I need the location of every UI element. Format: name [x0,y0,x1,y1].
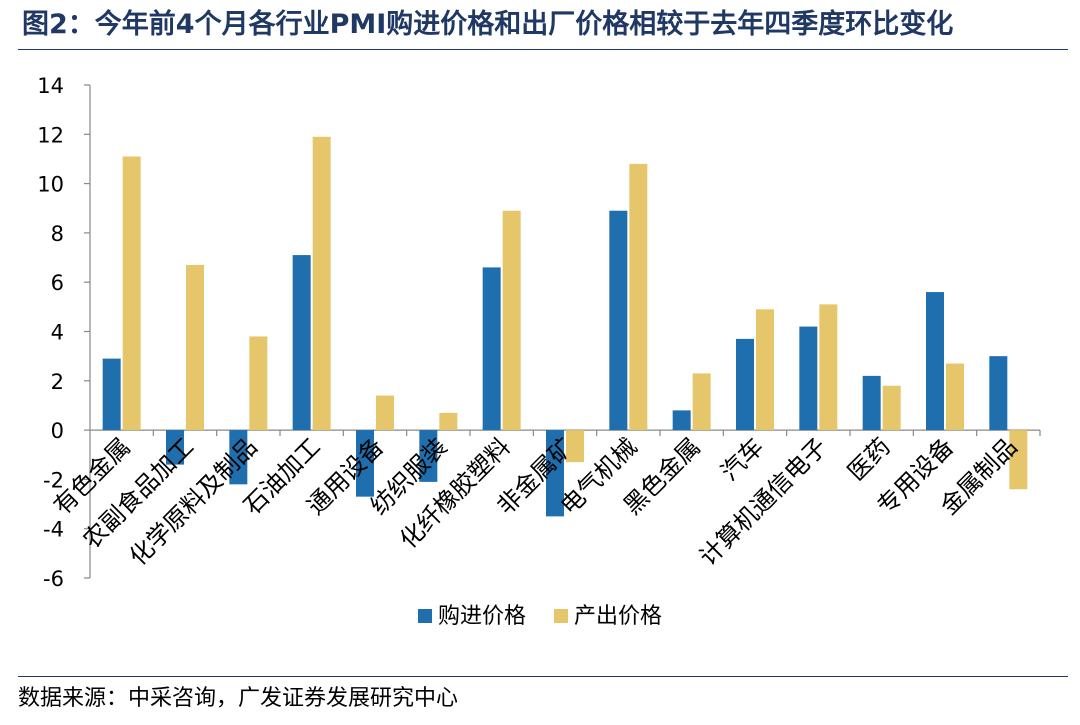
bar-chart: 14 12 10 8 6 4 2 0 -2 -4 -6 有色金属农副食品加工化学原料及制品石油加工通… [37,74,1041,629]
bar-output-4 [376,395,394,431]
bars [102,136,1028,517]
bar-output-8 [629,163,648,431]
y-tick-label: 6 [51,271,64,295]
bar-purchase-14 [989,356,1008,431]
legend-swatch-0 [418,609,432,623]
bar-purchase-0 [102,358,121,431]
y-tick-label: -2 [43,468,64,492]
bar-purchase-1 [166,430,184,465]
bar-purchase-12 [862,375,881,431]
bar-purchase-5 [419,430,438,482]
bar-output-9 [692,373,711,431]
y-axis: 14 12 10 8 6 4 2 0 -2 -4 -6 [37,74,1040,591]
footer-divider [18,676,1068,677]
bar-output-2 [249,336,268,431]
y-tick-label: -4 [43,518,64,542]
y-tick-label: 8 [51,222,64,246]
y-tick-label: 10 [37,173,64,197]
bar-purchase-6 [482,267,501,431]
bar-output-14 [1009,430,1028,490]
bar-purchase-4 [356,430,374,497]
y-tick-label: 14 [37,74,64,98]
bar-output-13 [946,363,964,431]
bar-purchase-9 [672,410,691,431]
bar-output-6 [502,210,521,431]
bar-purchase-11 [799,326,818,431]
bar-purchase-10 [736,338,754,431]
bar-output-10 [756,309,774,431]
bar-output-7 [566,430,584,463]
y-tick-label: 2 [51,370,64,394]
legend-label-0: 购进价格 [438,604,526,629]
bar-output-5 [439,412,458,431]
title-divider [18,49,1068,50]
category-label-12: 医药 [842,433,896,487]
legend: 购进价格 产出价格 [418,604,662,629]
chart-title: 图2：今年前4个月各行业PMI购进价格和出厂价格相较于去年四季度环比变化 [22,9,954,40]
bar-purchase-7 [546,430,564,517]
bar-output-0 [122,156,141,431]
y-tick-label: 0 [51,419,64,443]
bar-output-12 [882,385,901,431]
y-tick-label: 12 [37,123,64,147]
bar-output-11 [819,304,838,431]
bar-purchase-2 [229,430,248,485]
bar-purchase-3 [292,255,311,431]
category-label-10: 汽车 [716,433,770,487]
bar-output-1 [186,264,204,431]
bar-output-3 [312,136,331,431]
bar-purchase-13 [926,292,944,431]
x-axis-labels: 有色金属农副食品加工化学原料及制品石油加工通用设备纺织服装化纤橡胶塑料非金属矿电… [48,430,1041,571]
bar-purchase-8 [609,210,628,431]
legend-swatch-1 [554,609,568,623]
y-tick-label: -6 [43,567,64,591]
legend-label-1: 产出价格 [574,604,662,629]
data-source: 数据来源：中采咨询，广发证券发展研究中心 [18,686,459,711]
y-tick-label: 4 [51,321,64,345]
